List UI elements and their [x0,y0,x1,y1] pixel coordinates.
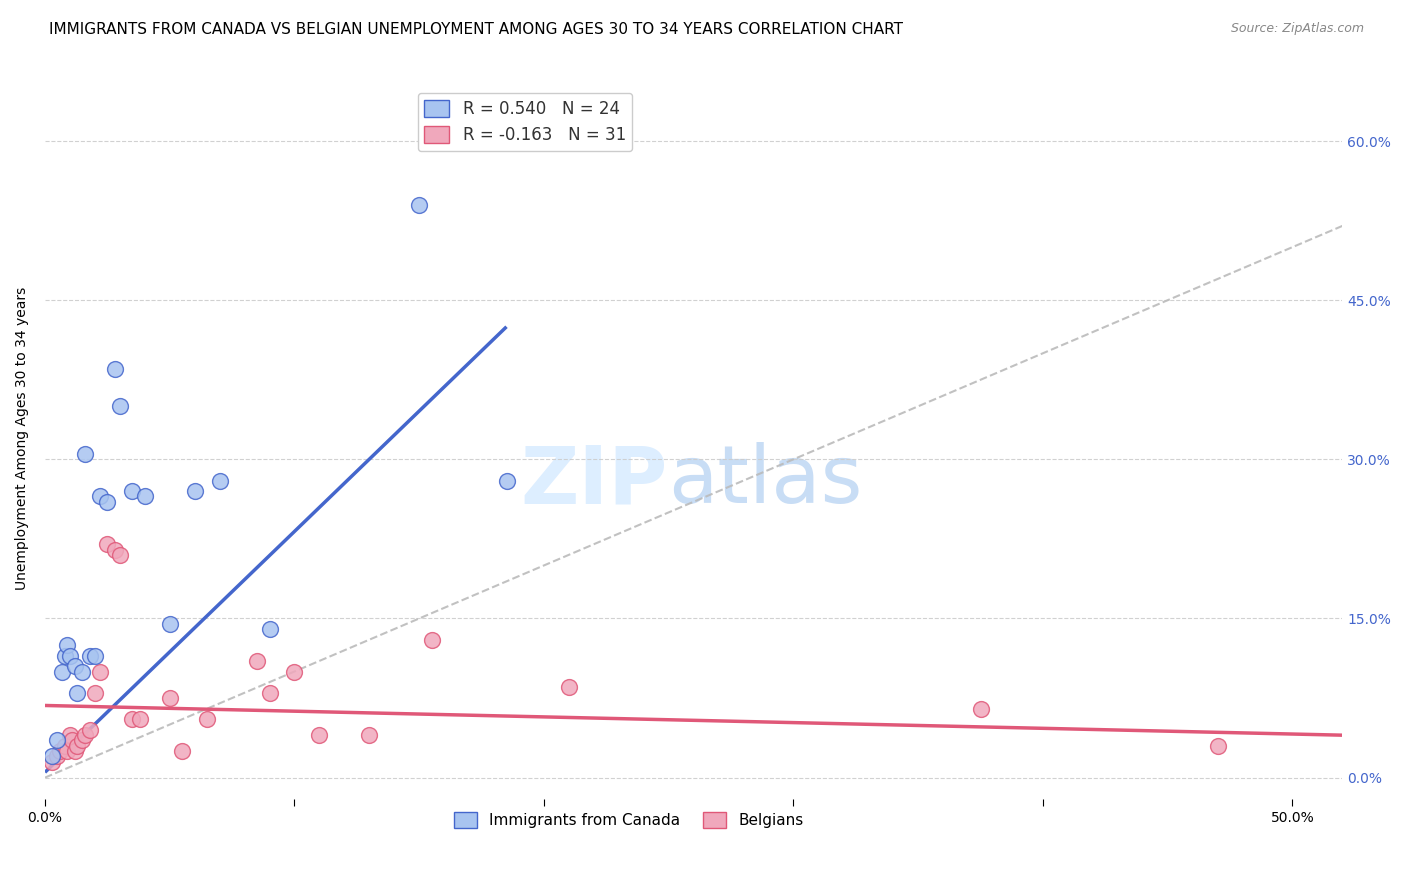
Legend: Immigrants from Canada, Belgians: Immigrants from Canada, Belgians [449,806,810,835]
Point [63,659,86,673]
Point [89,490,111,504]
Point [283,665,305,679]
Point [408,198,430,212]
Text: IMMIGRANTS FROM CANADA VS BELGIAN UNEMPLOYMENT AMONG AGES 30 TO 34 YEARS CORRELA: IMMIGRANTS FROM CANADA VS BELGIAN UNEMPL… [49,22,903,37]
Point [41,755,63,769]
Point [83,686,105,700]
Point [246,654,269,668]
Point [172,744,194,758]
Point [558,681,581,695]
Point [56,744,79,758]
Point [495,474,517,488]
Point [108,400,131,414]
Point [41,749,63,764]
Point [159,691,181,706]
Point [121,712,143,726]
Point [128,712,150,726]
Point [46,749,69,764]
Point [420,632,443,647]
Point [73,728,96,742]
Point [66,686,89,700]
Point [1206,739,1229,753]
Point [159,616,181,631]
Point [51,665,73,679]
Point [134,490,156,504]
Point [56,638,79,652]
Point [53,739,76,753]
Point [83,648,105,663]
Y-axis label: Unemployment Among Ages 30 to 34 years: Unemployment Among Ages 30 to 34 years [15,286,30,590]
Point [259,622,281,636]
Point [66,739,89,753]
Point [46,733,69,747]
Point [195,712,218,726]
Point [49,744,72,758]
Point [62,733,84,747]
Point [359,728,381,742]
Point [208,474,231,488]
Point [104,542,127,557]
Point [53,648,76,663]
Text: Source: ZipAtlas.com: Source: ZipAtlas.com [1230,22,1364,36]
Point [969,701,991,715]
Point [72,733,94,747]
Point [79,723,101,737]
Text: atlas: atlas [668,442,862,520]
Point [308,728,330,742]
Point [73,447,96,461]
Point [259,686,281,700]
Point [79,648,101,663]
Text: ZIP: ZIP [520,442,668,520]
Point [59,728,82,742]
Point [63,744,86,758]
Point [121,484,143,499]
Point [89,665,111,679]
Point [59,648,82,663]
Point [96,495,118,509]
Point [96,537,118,551]
Point [104,362,127,376]
Point [72,665,94,679]
Point [183,484,205,499]
Point [108,548,131,562]
